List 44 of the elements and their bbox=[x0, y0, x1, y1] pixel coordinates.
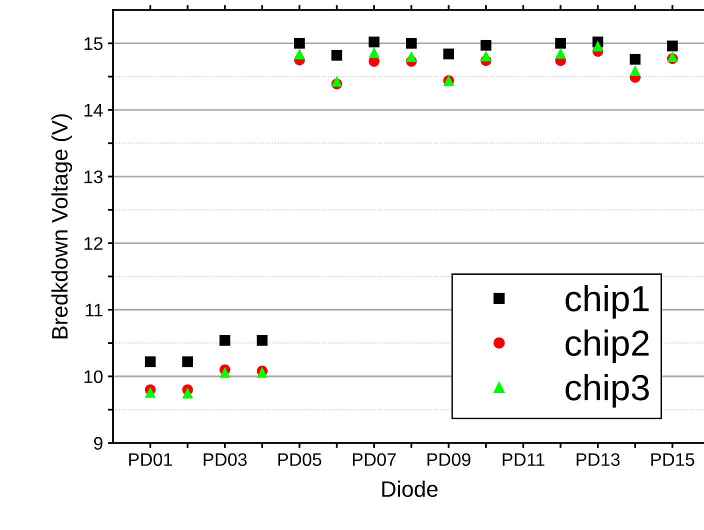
y-axis-title: Bredkdown Voltage (V) bbox=[51, 114, 72, 338]
y-tick-label: 15 bbox=[84, 37, 103, 50]
x-tick-label: PD01 bbox=[129, 453, 172, 466]
point bbox=[480, 50, 492, 62]
legend-label: chip2 bbox=[566, 329, 649, 364]
x-axis-title: Diode bbox=[382, 480, 438, 497]
point bbox=[630, 54, 641, 65]
y-tick-label: 13 bbox=[84, 170, 102, 184]
y-tick-label: 12 bbox=[84, 237, 102, 250]
point bbox=[256, 335, 268, 346]
point bbox=[368, 36, 380, 48]
x-tick-label: PD05 bbox=[278, 453, 322, 466]
point bbox=[144, 356, 156, 368]
y-tick-label: 11 bbox=[86, 304, 102, 316]
point bbox=[443, 48, 454, 60]
point bbox=[480, 40, 492, 51]
x-tick-label: PD15 bbox=[651, 453, 694, 466]
y-tick-label: 10 bbox=[84, 370, 103, 384]
point bbox=[368, 47, 380, 58]
point bbox=[667, 40, 678, 52]
point bbox=[294, 48, 305, 60]
point bbox=[331, 50, 342, 61]
x-tick-label: PD03 bbox=[204, 453, 247, 466]
point bbox=[630, 65, 641, 76]
x-tick-label: PD07 bbox=[352, 453, 396, 466]
x-tick-label: PD11 bbox=[502, 453, 544, 466]
point bbox=[555, 38, 566, 49]
x-tick-label: PD13 bbox=[576, 453, 620, 466]
point bbox=[331, 76, 342, 87]
point bbox=[294, 38, 305, 49]
legend-label: chip3 bbox=[566, 374, 649, 408]
point bbox=[220, 367, 230, 378]
point bbox=[406, 51, 417, 62]
x-tick-label: PD09 bbox=[428, 453, 470, 466]
point bbox=[182, 388, 193, 398]
point bbox=[220, 335, 230, 346]
point bbox=[144, 386, 156, 398]
legend-label: chip1 bbox=[566, 284, 649, 319]
y-tick-label: 14 bbox=[84, 104, 103, 116]
y-tick-label: 9 bbox=[94, 436, 102, 450]
point bbox=[592, 40, 604, 52]
point bbox=[406, 38, 417, 49]
point bbox=[182, 356, 193, 368]
point bbox=[555, 48, 566, 59]
